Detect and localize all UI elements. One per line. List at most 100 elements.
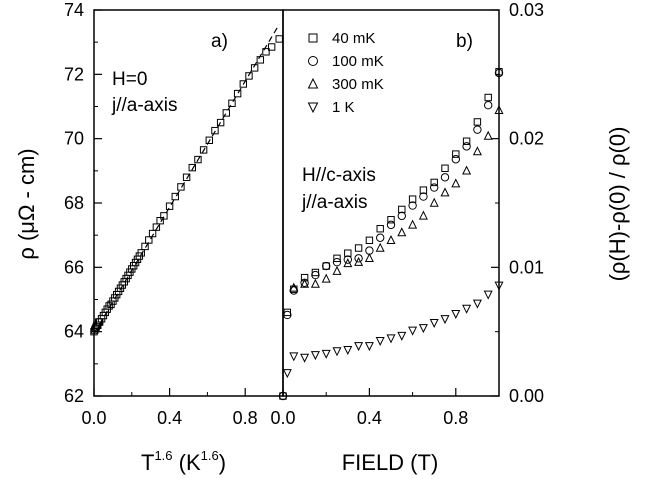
panel-b-data-point [365, 236, 374, 245]
panel-b-data-point [473, 125, 482, 134]
legend-label: 40 mK [332, 30, 375, 47]
panel-a-annotation-field: H=0 [112, 69, 147, 90]
panel-b-data-point [282, 369, 292, 379]
y-tick-label: 74 [64, 0, 84, 20]
panel-b-data-point [397, 227, 407, 237]
panel-b-data-point [484, 93, 492, 102]
panel-b-data-point [397, 211, 406, 221]
panel-a-annotation-current: j//a-axis [111, 95, 177, 116]
panel-a: 62 64 66 68 70 72 74 0.0 0.4 0.8 a) H=0 j//a-axis [64, 0, 284, 428]
panel-a-data-point [105, 302, 113, 310]
panel-b-data-point [375, 242, 385, 252]
panel-b-data-point [289, 352, 299, 362]
panel-b-data-point [354, 342, 364, 352]
panel-b-x-axis-title: FIELD (T) [342, 450, 439, 475]
legend-marker [307, 102, 319, 114]
panel-b-data-point [440, 187, 450, 197]
panel-a-data-point [233, 89, 242, 98]
y-tick-label: 0.00 [509, 386, 544, 406]
panel-b-data-point [419, 192, 428, 201]
panel-b-data-point [333, 254, 341, 263]
panel-b-data-point [300, 353, 310, 363]
panel-a-data-point [188, 163, 196, 172]
panel-b-annotation-current: j//a-axis [301, 192, 367, 213]
panel-b-data-point [462, 142, 471, 151]
panel-b-data-point [472, 146, 482, 156]
panel-a-data-point [222, 109, 231, 117]
panel-b-data-point [375, 336, 385, 346]
panel-a-label: a) [211, 31, 228, 52]
panel-b-data-point [418, 324, 428, 334]
legend-marker [307, 77, 319, 89]
panel-b-data-point [321, 349, 331, 359]
legend-marker [308, 33, 318, 43]
panel-b-data-point [354, 254, 363, 263]
panel-b-data-point [311, 270, 320, 280]
panel-a-frame [93, 9, 284, 397]
x-tick-label: 0.8 [443, 408, 468, 428]
panel-a-data-point [160, 212, 168, 220]
panel-b-data-point [408, 201, 417, 210]
panel-a-data-point [194, 155, 202, 164]
panel-a-data-point [177, 183, 185, 191]
panel-b-data-point [322, 262, 330, 270]
y-tick-label: 68 [64, 193, 84, 213]
y-tick-label: 0.01 [509, 257, 544, 277]
panel-a-data-point [245, 72, 253, 80]
panel-b-data-point [429, 318, 439, 328]
panel-b-data-point [483, 130, 493, 140]
panel-b-data-point [451, 309, 461, 319]
panel-b-ticks: 0.00 0.01 0.02 0.03 0.0 0.4 0.8 [270, 0, 544, 428]
panel-b-data-point [289, 282, 299, 292]
panel-b-data-point [354, 244, 363, 252]
panel-b-data-point [283, 310, 292, 320]
panel-a-data-point [262, 48, 270, 56]
panel-b-data-point [310, 278, 320, 288]
panel-b-data-point [354, 256, 364, 266]
panel-a-ticks: 62 64 66 68 70 72 74 0.0 0.4 0.8 [64, 0, 258, 428]
panel-a-data-point [182, 173, 191, 181]
panel-b-data-point [430, 178, 438, 187]
panel-b-data-point [376, 233, 385, 242]
panel-a-data-point [275, 35, 283, 43]
panel-a-data-point [171, 192, 179, 201]
y-tick-label: 70 [64, 129, 84, 149]
panel-b-data-point [429, 197, 439, 207]
panel-b-data-point [343, 345, 353, 355]
panel-b-data-point [332, 257, 342, 267]
panel-a-data-point [141, 242, 149, 251]
panel-b-data-point [440, 315, 450, 325]
panel-b-data-point [364, 342, 374, 352]
panel-b-data-point [376, 225, 384, 233]
y-tick-label: 66 [64, 257, 84, 277]
panel-b-data-point [418, 210, 428, 220]
panel-b-data-point [386, 334, 396, 344]
panel-b-data-point [321, 273, 331, 283]
panel-a-data-point [228, 99, 236, 107]
x-tick-label: 0.0 [81, 408, 106, 428]
panel-b-label: b) [456, 31, 473, 52]
panel-b-data-point [483, 290, 493, 300]
y-tick-label: 64 [64, 322, 84, 342]
panel-b-data-point [386, 220, 396, 230]
panel-b-data-point [408, 219, 418, 229]
panel-b-data-point [462, 165, 472, 175]
panel-b-data-point [332, 265, 342, 275]
legend-label: 300 mK [332, 76, 384, 93]
panel-b-y-axis-title: (ρ(H)-ρ(0) / ρ(0) [605, 127, 630, 282]
panel-a-data-point [256, 56, 265, 64]
panel-b-data-point [397, 331, 407, 341]
legend-label: 1 K [332, 99, 355, 116]
panel-a-data-point [239, 80, 248, 88]
x-tick-label: 0.4 [357, 408, 382, 428]
panel-b-data-point [300, 278, 310, 288]
y-tick-label: 62 [64, 386, 84, 406]
panel-b-data-point [441, 164, 449, 172]
panel-b-data-point [343, 255, 352, 264]
panel-b-data-point [440, 173, 450, 182]
y-tick-label: 0.02 [509, 129, 544, 149]
panel-b-data-point [451, 155, 460, 164]
panel-b-data-point [364, 253, 374, 263]
panel-b-data-point [451, 178, 461, 188]
x-tick-label: 0.0 [270, 408, 295, 428]
